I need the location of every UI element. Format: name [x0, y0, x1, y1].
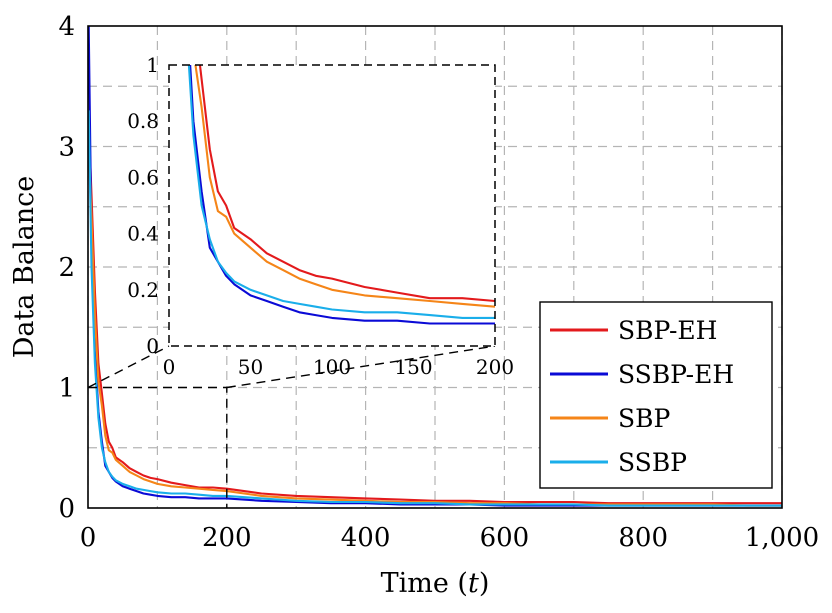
series-line-sbp-eh: [88, 122, 782, 505]
main-plot-frame: [87, 25, 783, 509]
inset-x-tick-label: 150: [394, 355, 432, 379]
y-tick-label: 3: [58, 133, 75, 163]
inset-y-tick-label: 1: [146, 53, 159, 77]
y-tick-label: 2: [58, 253, 75, 283]
y-tick-label: 0: [58, 494, 75, 524]
inset-series-group: [187, 65, 495, 325]
inset-zoom-plot: 0 50 100 150 200 0 0.2 0.4 0.6 0.8 1: [127, 53, 514, 379]
x-axis-label: Time (t): [381, 568, 490, 599]
inset-y-tick-label: 0.4: [127, 222, 159, 246]
y-axis-label: Data Balance: [9, 176, 40, 358]
inset-x-tick-label: 50: [238, 355, 263, 379]
y-tick-label: 4: [58, 12, 75, 42]
legend-label-sbp: SBP: [618, 404, 670, 433]
inset-x-tick-label: 200: [476, 355, 514, 379]
inset-x-tick-label: 0: [163, 355, 176, 379]
x-axis-label-var: t: [468, 568, 479, 599]
inset-frame: [168, 64, 496, 347]
main-series-group: [88, 26, 782, 507]
inset-y-tick-label: 0.6: [127, 165, 159, 189]
x-tick-label: 400: [341, 523, 391, 553]
x-tick-label: 0: [80, 523, 97, 553]
legend-label-sbp-eh: SBP-EH: [618, 316, 717, 345]
zoom-indicator: [87, 345, 496, 508]
legend-label-ssbp: SSBP: [618, 448, 687, 477]
inset-x-tick-label: 100: [313, 355, 351, 379]
inset-y-tick-label: 0: [146, 334, 159, 358]
inset-series-line-ssbp-eh: [189, 65, 495, 325]
zoom-connector-left: [87, 345, 170, 389]
x-tick-label: 800: [618, 523, 668, 553]
x-tick-label: 1,000: [745, 523, 819, 553]
inset-series-line-sbp: [194, 65, 495, 308]
y-tick-label: 1: [58, 374, 75, 404]
legend: SBP-EH SSBP-EH SBP SSBP: [539, 301, 773, 489]
x-axis-label-suffix: ): [479, 568, 490, 599]
inset-series-line-sbp-eh: [198, 65, 495, 303]
x-axis-label-prefix: Time (: [381, 568, 468, 599]
x-tick-label: 600: [480, 523, 530, 553]
main-tick-labels: 0 200 400 600 800 1,000 0 1 2 3 4: [58, 12, 819, 553]
inset-background: [169, 65, 495, 346]
inset-series-line-ssbp: [187, 65, 495, 319]
legend-label-ssbp-eh: SSBP-EH: [618, 360, 734, 389]
zoom-connector-right: [226, 345, 496, 389]
inset-y-tick-label: 0.8: [127, 109, 159, 133]
legend-box: [539, 301, 773, 489]
x-tick-label: 200: [202, 523, 252, 553]
series-line-ssbp: [88, 110, 782, 507]
inset-y-tick-label: 0.2: [127, 278, 159, 302]
inset-tick-labels: 0 50 100 150 200 0 0.2 0.4 0.6 0.8 1: [127, 53, 514, 379]
